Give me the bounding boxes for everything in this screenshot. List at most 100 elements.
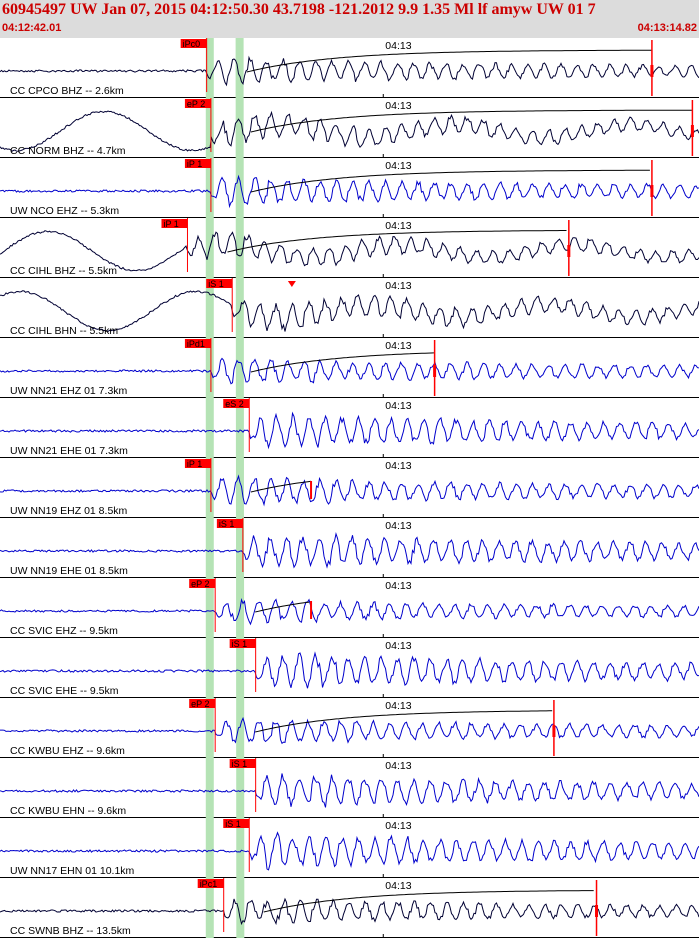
pick-flag (184, 339, 211, 348)
s-arrival-band (236, 818, 245, 878)
time-tick-label: 04:13 (385, 400, 411, 412)
time-tick-label: 04:13 (385, 340, 411, 352)
time-tick-label: 04:13 (385, 40, 411, 52)
waveform-trace (0, 55, 699, 87)
s-arrival-band (236, 758, 245, 818)
pick-flag (216, 519, 243, 528)
pick-label: iPc1 (200, 879, 218, 889)
p-arrival-band (205, 98, 214, 158)
p-arrival-band (205, 518, 214, 578)
coda-end-block (690, 125, 694, 137)
p-arrival-band (205, 338, 214, 398)
pick-flag (206, 279, 233, 288)
waveform-trace (0, 174, 699, 209)
pick-label: iP 1 (163, 219, 178, 229)
station-label: CC KWBU EHZ -- 9.6km (10, 745, 125, 757)
p-arrival-band (205, 458, 214, 518)
pick-flag (184, 459, 211, 468)
time-tick-label: 04:13 (385, 280, 411, 292)
s-arrival-band (236, 698, 245, 758)
coda-decay-curve (227, 230, 567, 253)
pick-label: iS 1 (208, 279, 224, 289)
p-arrival-band (205, 878, 214, 938)
station-label: CC CIHL BHZ -- 5.5km (10, 265, 117, 277)
p-arrival-band (205, 698, 214, 758)
pick-label: eP 2 (191, 579, 209, 589)
coda-decay-curve (255, 710, 553, 733)
p-arrival-band (205, 398, 214, 458)
waveform-trace (0, 651, 699, 689)
station-label: CC KWBU EHN -- 9.6km (10, 805, 126, 817)
p-arrival-band (205, 638, 214, 698)
amplitude-marker (287, 281, 296, 287)
coda-decay-curve (263, 890, 594, 913)
coda-end-block (433, 365, 437, 377)
station-label: UW NN21 EHE 01 7.3km (10, 445, 128, 457)
s-arrival-band (236, 878, 245, 938)
coda-end-block (552, 725, 556, 737)
waveform-trace (0, 411, 699, 450)
waveform-trace (0, 773, 699, 808)
p-arrival-band (205, 578, 214, 638)
station-label: CC SVIC EHE -- 9.5km (10, 685, 119, 697)
coda-decay-curve (250, 480, 311, 493)
waveform-trace (0, 597, 699, 626)
p-arrival-band (205, 158, 214, 218)
pick-flag (184, 159, 211, 168)
station-label: CC NORM BHZ -- 4.7km (10, 145, 126, 157)
coda-decay-curve (250, 352, 434, 373)
station-label: CC SVIC EHZ -- 9.5km (10, 625, 118, 637)
pick-flag (189, 579, 216, 588)
waveform-trace (0, 532, 699, 569)
station-label: CC CPCO BHZ -- 2.6km (10, 85, 124, 97)
time-tick-label: 04:13 (385, 220, 411, 232)
time-tick-label: 04:13 (385, 460, 411, 472)
coda-decay-curve (255, 601, 310, 613)
pick-flag (229, 639, 256, 648)
time-tick-label: 04:13 (385, 760, 411, 772)
station-label: CC SWNB BHZ -- 13.5km (10, 925, 131, 937)
s-arrival-band (235, 458, 244, 518)
s-arrival-band (236, 518, 245, 578)
seismogram-panel[interactable]: 04:13 iPc0 CC CPCO BHZ -- 2.6km 04:13 eP 2 CC… (0, 38, 699, 938)
s-arrival-band (236, 638, 245, 698)
p-arrival-band (205, 818, 214, 878)
time-tick-label: 04:13 (385, 820, 411, 832)
pick-label: iP 1 (187, 459, 202, 469)
waveform-trace (0, 716, 699, 745)
pick-label: eP 2 (191, 699, 209, 709)
s-arrival-band (235, 98, 244, 158)
time-tick-label: 04:13 (385, 580, 411, 592)
window-start-time: 04:12:42.01 (2, 22, 62, 34)
s-arrival-band (235, 278, 244, 338)
p-arrival-band (205, 38, 214, 98)
pick-flag (161, 219, 188, 228)
pick-label: eS 2 (225, 399, 244, 409)
pick-label: eP 2 (187, 99, 205, 109)
pick-label: iS 1 (232, 639, 248, 649)
pick-flag (223, 819, 250, 828)
station-label: UW NN21 EHZ 01 7.3km (10, 385, 128, 397)
s-arrival-band (235, 218, 244, 278)
coda-end-block (650, 65, 654, 77)
station-label: UW NCO EHZ -- 5.3km (10, 205, 119, 217)
time-tick-label: 04:13 (385, 700, 411, 712)
s-arrival-band (235, 38, 244, 98)
coda-decay-curve (250, 169, 650, 193)
waveform-trace (0, 110, 699, 152)
coda-end-block (595, 905, 599, 917)
window-end-time: 04:13:14.82 (637, 22, 697, 34)
pick-label: iPc0 (183, 39, 201, 49)
pick-flag (223, 399, 250, 408)
time-tick-label: 04:13 (385, 160, 411, 172)
event-header: 60945497 UW Jan 07, 2015 04:12:50.30 43.… (0, 0, 699, 38)
s-arrival-band (235, 158, 244, 218)
time-tick-label: 04:13 (385, 100, 411, 112)
coda-decay-curve (246, 49, 652, 73)
s-arrival-band (235, 338, 244, 398)
pick-flag (184, 99, 211, 108)
pick-flag (189, 699, 216, 708)
waveform-trace (0, 831, 699, 871)
pick-flag (229, 759, 256, 768)
pick-label: iPd1 (187, 339, 205, 349)
